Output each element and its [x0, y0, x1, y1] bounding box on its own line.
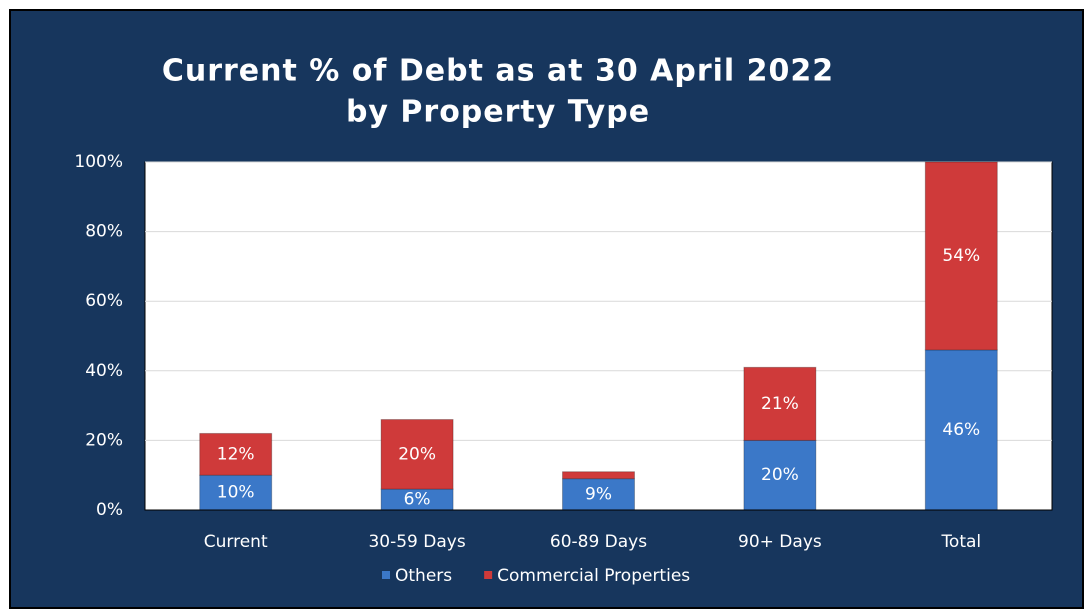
data-label: 9%: [585, 484, 612, 504]
data-label: 20%: [398, 444, 436, 464]
chart-title: Current % of Debt as at 30 April 2022: [162, 54, 834, 89]
y-tick-label: 0%: [96, 500, 123, 520]
x-tick-label: Current: [204, 532, 268, 552]
bar-segment: [743, 366, 817, 441]
data-label: 12%: [217, 444, 255, 464]
legend-label: Others: [395, 566, 452, 586]
data-label: 6%: [404, 490, 431, 510]
legend-swatch: [484, 571, 493, 579]
data-label: 20%: [761, 465, 799, 485]
bar-segment: [380, 419, 454, 490]
data-label: 46%: [942, 420, 980, 440]
data-label: 54%: [942, 246, 980, 266]
bar-segment: [562, 471, 635, 480]
x-tick-label: 90+ Days: [738, 532, 822, 552]
chart-title: by Property Type: [346, 95, 650, 130]
legend-swatch: [382, 571, 390, 579]
data-label: 21%: [761, 394, 799, 414]
plot-area: [144, 161, 1053, 511]
data-label: 10%: [217, 483, 255, 503]
x-tick-label: Total: [940, 532, 981, 552]
bar-segment: [924, 161, 998, 351]
bar-segment: [924, 349, 998, 511]
y-tick-label: 40%: [85, 361, 123, 381]
y-tick-label: 100%: [74, 152, 123, 172]
y-tick-label: 60%: [85, 291, 123, 311]
y-tick-label: 80%: [85, 222, 123, 242]
bar-segment: [199, 432, 273, 476]
y-tick-label: 20%: [85, 430, 123, 450]
x-tick-label: 60-89 Days: [550, 532, 647, 552]
x-tick-label: 30-59 Days: [368, 532, 465, 552]
legend-label: Commercial Properties: [497, 566, 690, 586]
